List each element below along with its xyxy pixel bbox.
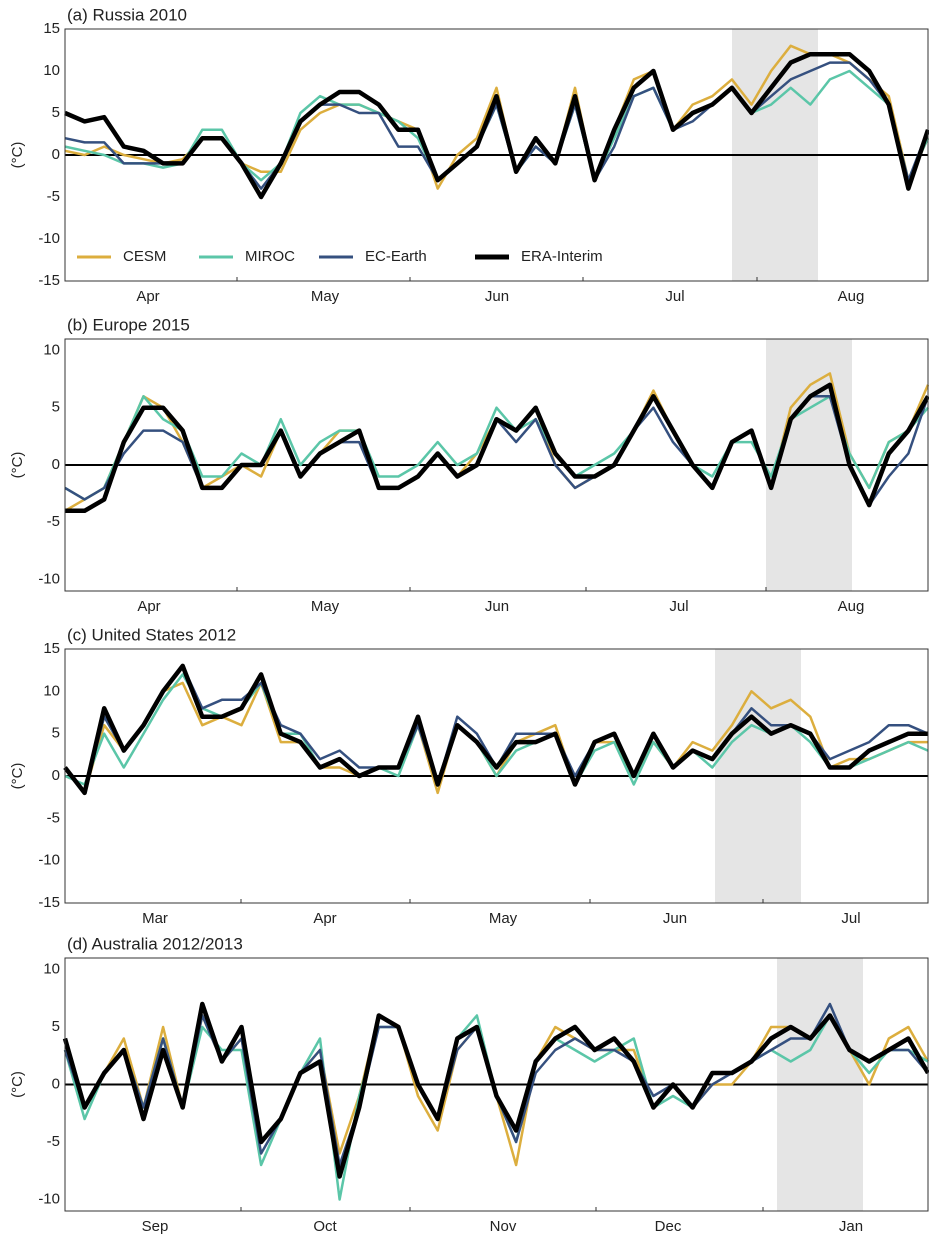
y-tick-label: 10 [43, 682, 60, 699]
y-tick-label: -15 [38, 272, 60, 289]
panel-title: (c) United States 2012 [67, 625, 236, 644]
x-tick-label: Nov [490, 1218, 517, 1234]
x-tick-label: Jul [841, 910, 860, 927]
x-tick-label: Mar [142, 910, 168, 927]
x-tick-label: Oct [313, 1218, 337, 1234]
legend-label: ERA-Interim [521, 248, 603, 265]
y-tick-label: -10 [38, 230, 60, 247]
y-tick-label: -5 [47, 513, 60, 530]
y-tick-label: 5 [52, 399, 60, 416]
x-tick-label: Aug [838, 288, 865, 305]
y-tick-label: 10 [43, 960, 60, 977]
y-tick-label: 5 [52, 104, 60, 121]
x-tick-label: Jul [669, 598, 688, 615]
y-tick-label: 10 [43, 62, 60, 79]
x-tick-label: May [489, 910, 518, 927]
y-tick-label: 0 [52, 146, 60, 163]
plot-frame [64, 648, 929, 904]
y-tick-label: -5 [47, 1133, 60, 1150]
legend-label: CESM [123, 248, 166, 265]
y-tick-label: 10 [43, 341, 60, 358]
y-tick-label: -5 [47, 188, 60, 205]
x-tick-label: Apr [136, 288, 159, 305]
legend-label: MIROC [245, 248, 295, 265]
x-tick-label: Jan [839, 1218, 863, 1234]
x-tick-label: Apr [313, 910, 336, 927]
y-tick-label: -10 [38, 852, 60, 869]
plot-frame [64, 338, 929, 592]
y-tick-label: 5 [52, 725, 60, 742]
series-line [62, 1001, 929, 1179]
y-tick-label: 0 [52, 767, 60, 784]
series-line [63, 663, 928, 796]
panel-title: (b) Europe 2015 [67, 315, 190, 334]
y-tick-label: -10 [38, 1190, 60, 1207]
legend-label: EC-Earth [365, 248, 427, 265]
series-line [65, 382, 929, 514]
x-tick-label: Aug [838, 598, 865, 615]
y-tick-label: 0 [52, 1075, 60, 1092]
plot-frame [64, 957, 929, 1212]
y-tick-label: 5 [52, 1018, 60, 1035]
series-line [64, 51, 929, 200]
x-tick-label: Jun [485, 288, 509, 305]
x-tick-label: Jun [663, 910, 687, 927]
x-tick-label: Jun [485, 598, 509, 615]
x-tick-label: Sep [142, 1218, 169, 1234]
x-tick-label: May [311, 598, 340, 615]
y-tick-label: -10 [38, 571, 60, 588]
y-axis-label: (°C) [9, 763, 26, 790]
x-tick-label: Apr [137, 598, 160, 615]
x-tick-label: Jul [665, 288, 684, 305]
y-tick-label: 15 [43, 20, 60, 37]
y-axis-label: (°C) [9, 1071, 26, 1098]
x-tick-label: Dec [655, 1218, 682, 1234]
plot-frame [64, 28, 929, 282]
x-tick-label: May [311, 288, 340, 305]
y-axis-label: (°C) [9, 142, 26, 169]
y-tick-label: 0 [52, 456, 60, 473]
y-tick-label: 15 [43, 640, 60, 657]
y-tick-label: -15 [38, 894, 60, 911]
y-tick-label: -5 [47, 809, 60, 826]
y-axis-label: (°C) [9, 452, 26, 479]
panel-title: (a) Russia 2010 [67, 5, 187, 24]
panel-title: (d) Australia 2012/2013 [67, 934, 243, 953]
